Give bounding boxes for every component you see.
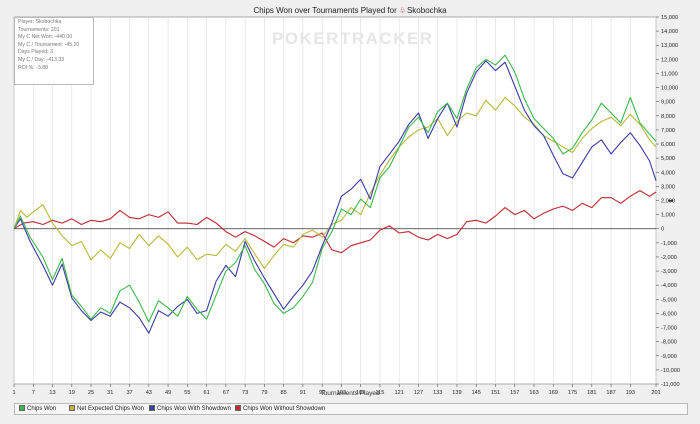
x-tick-label: 115 bbox=[375, 390, 384, 396]
y-tick-label: 4,000 bbox=[661, 170, 675, 176]
x-tick-label: 121 bbox=[395, 390, 404, 396]
legend-label-with-showdown: Chips Won With Showdown bbox=[157, 406, 231, 412]
series-line-chips-won-with-showdown bbox=[13, 60, 657, 334]
x-tick-label: 109 bbox=[356, 390, 365, 396]
x-tick-label: 193 bbox=[626, 390, 635, 396]
x-tick-label: 181 bbox=[587, 390, 596, 396]
pin-icon[interactable]: ➥ bbox=[668, 198, 674, 205]
y-tick-label: 14,000 bbox=[661, 29, 678, 35]
legend-label-chips-won: Chips Won bbox=[27, 406, 57, 412]
chart-title-prefix: Chips Won over Tournaments Played for bbox=[253, 6, 397, 15]
y-tick-label: 7,000 bbox=[661, 128, 675, 134]
y-tick-label: 5,000 bbox=[661, 156, 675, 162]
x-tick-label: 157 bbox=[510, 390, 519, 396]
stat-player: Player: Skobochka bbox=[18, 19, 62, 25]
y-tick-label: -7,000 bbox=[661, 326, 677, 332]
stat-net-won: My C Net Won: -440.00 bbox=[18, 34, 73, 41]
y-tick-label: 1,000 bbox=[661, 213, 675, 219]
stat-roi: ROI %: -3.88 bbox=[18, 64, 48, 71]
x-tick-label: 79 bbox=[261, 390, 267, 396]
legend-swatch-without-showdown bbox=[235, 405, 241, 411]
x-tick-label: 19 bbox=[69, 390, 75, 396]
x-tick-label: 175 bbox=[568, 390, 577, 396]
y-tick-label: 15,000 bbox=[661, 15, 678, 21]
legend-swatch-chips-won bbox=[19, 405, 25, 411]
x-tick-label: 187 bbox=[606, 390, 615, 396]
y-tick-label: -1,000 bbox=[661, 241, 677, 247]
x-tick-label: 139 bbox=[452, 390, 461, 396]
stat-per-tournament: My C / Tournament: -45.20 bbox=[18, 41, 80, 48]
legend-item-chips-won[interactable]: Chips Won bbox=[19, 405, 56, 412]
x-tick-label: 1 bbox=[12, 390, 15, 396]
legend-swatch-with-showdown bbox=[149, 405, 155, 411]
chart-title-player: Skobochka bbox=[406, 6, 447, 15]
stats-box: Player: Skobochka Tournaments: 201 My C … bbox=[14, 17, 94, 85]
x-tick-label: 37 bbox=[126, 390, 132, 396]
y-tick-label: -5,000 bbox=[661, 297, 677, 303]
y-tick-label: 9,000 bbox=[661, 100, 675, 106]
x-tick-label: 169 bbox=[549, 390, 558, 396]
x-tick-label: 31 bbox=[107, 390, 113, 396]
y-tick-label: 11,000 bbox=[661, 71, 678, 77]
x-tick-label: 67 bbox=[223, 390, 229, 396]
y-tick-label: 10,000 bbox=[661, 86, 678, 92]
x-tick-label: 61 bbox=[203, 390, 209, 396]
x-tick-label: 103 bbox=[337, 390, 346, 396]
legend-label-net-expected: Net Expected Chips Won bbox=[77, 406, 144, 412]
series-line-chips-won-without-showdown bbox=[13, 190, 657, 254]
x-tick-label: 85 bbox=[281, 390, 287, 396]
x-tick-label: 163 bbox=[529, 390, 538, 396]
y-tick-label: -8,000 bbox=[661, 340, 677, 346]
x-tick-label: 97 bbox=[319, 390, 325, 396]
series-line-chips-won bbox=[13, 54, 657, 323]
x-tick-label: 7 bbox=[32, 390, 35, 396]
stat-tournaments: Tournaments: 201 bbox=[18, 26, 60, 33]
legend: Chips Won Net Expected Chips Won Chips W… bbox=[14, 403, 688, 415]
legend-item-net-expected[interactable]: Net Expected Chips Won bbox=[69, 405, 144, 412]
legend-item-with-showdown[interactable]: Chips Won With Showdown bbox=[149, 405, 231, 412]
y-tick-label: 13,000 bbox=[661, 43, 678, 49]
x-tick-label: 13 bbox=[49, 390, 55, 396]
x-tick-label: 25 bbox=[88, 390, 94, 396]
x-tick-label: 43 bbox=[146, 390, 152, 396]
chart-title: Chips Won over Tournaments Played for ♧Sk… bbox=[0, 6, 700, 15]
y-tick-label: -6,000 bbox=[661, 311, 677, 317]
y-tick-label: -3,000 bbox=[661, 269, 677, 275]
x-tick-label: 151 bbox=[491, 390, 500, 396]
y-tick-label: -4,000 bbox=[661, 283, 677, 289]
y-tick-label: 6,000 bbox=[661, 142, 675, 148]
y-tick-label: -2,000 bbox=[661, 255, 677, 261]
plot-area bbox=[13, 16, 657, 385]
y-tick-label: -9,000 bbox=[661, 354, 677, 360]
x-tick-label: 73 bbox=[242, 390, 248, 396]
y-tick-label: 8,000 bbox=[661, 114, 675, 120]
pokertracker-watermark: POKERTRACKER bbox=[272, 29, 434, 48]
x-tick-label: 145 bbox=[472, 390, 481, 396]
x-tick-label: 133 bbox=[433, 390, 442, 396]
y-tick-label: 2,000 bbox=[661, 199, 675, 205]
stat-days-played: Days Played: 3 bbox=[18, 49, 53, 56]
x-axis-title: Tournaments Played bbox=[320, 390, 380, 397]
poker-player-icon: ♧ bbox=[398, 6, 406, 15]
x-tick-label: 201 bbox=[651, 390, 660, 396]
y-tick-label: 3,000 bbox=[661, 184, 675, 190]
legend-item-without-showdown[interactable]: Chips Won Without Showdown bbox=[235, 405, 325, 412]
x-tick-label: 127 bbox=[414, 390, 423, 396]
x-tick-label: 49 bbox=[165, 390, 171, 396]
stat-per-day: My C / Day: -413.33 bbox=[18, 56, 65, 63]
x-tick-label: 91 bbox=[300, 390, 306, 396]
x-tick-label: 55 bbox=[184, 390, 190, 396]
y-tick-label: -10,000 bbox=[661, 368, 680, 374]
y-tick-label: 12,000 bbox=[661, 57, 678, 63]
legend-swatch-net-expected bbox=[69, 405, 75, 411]
legend-label-without-showdown: Chips Won Without Showdown bbox=[243, 406, 326, 412]
y-tick-label: -11,000 bbox=[661, 382, 680, 388]
y-tick-label: 0 bbox=[661, 227, 664, 233]
